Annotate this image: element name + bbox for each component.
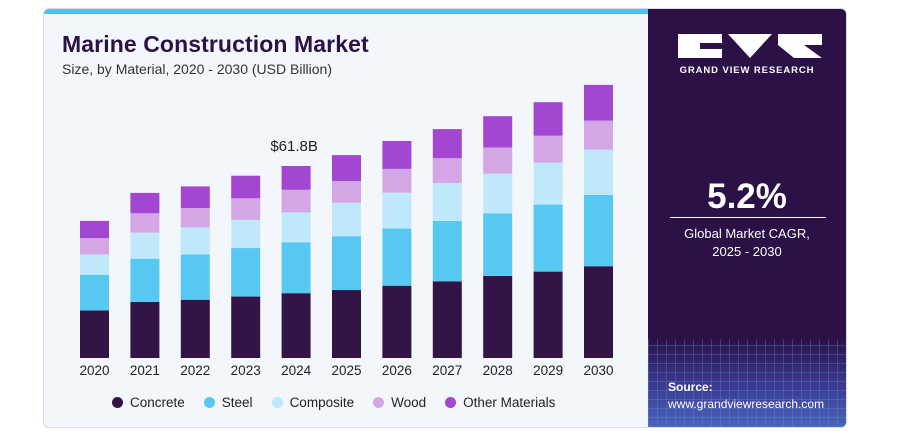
bar-steel-2021 [130,258,160,302]
bar-steel-2025 [332,236,361,291]
brand-name: GRAND VIEW RESEARCH [679,65,815,76]
legend-label-concrete: Concrete [130,394,185,410]
legend-swatch-steel [203,396,215,408]
accent-bar [44,9,648,14]
bar-concrete-2024 [281,293,311,358]
x-tick-label-2026: 2026 [382,363,412,378]
bar-concrete-2027 [432,281,462,358]
x-tick-label-2024: 2024 [281,363,312,378]
bar-concrete-2029 [533,271,563,358]
bar-composite-2028 [483,173,513,214]
stacked-bar-chart: 2020 2021 2022 2023 2024 2025 2026 2027 2028 2029… [79,84,614,378]
legend-swatch-composite [271,396,283,408]
bar-steel-2029 [533,204,563,272]
x-tick-label-2021: 2021 [130,363,160,378]
legend-item-wood: Wood [373,395,426,410]
bar-wood-2027 [432,158,462,183]
cagr-label-line1: Global Market CAGR, [684,226,810,241]
bar-composite-2030 [584,149,613,195]
bar-wood-2021 [130,213,160,233]
source-url[interactable]: www.grandviewresearch.com [668,397,825,411]
bar-steel-2027 [432,220,462,282]
chart-legend: Concrete Steel Composite Wood Other Material… [112,393,574,411]
bar-other-materials-2028 [483,116,513,148]
cagr-value: 5.2% [707,177,787,216]
bar-concrete-2023 [231,296,261,358]
bar-steel-2028 [483,213,513,276]
chart-title: Marine Construction Market [62,31,369,57]
bar-wood-2026 [382,168,412,193]
bar-other-materials-2021 [130,192,160,214]
legend-swatch-other-materials [445,396,457,408]
legend-item-concrete: Concrete [112,395,185,410]
legend-label-composite: Composite [289,394,355,410]
bar-steel-2020 [80,274,109,311]
bar-concrete-2020 [80,310,109,358]
bar-composite-2026 [382,192,412,229]
bar-composite-2021 [130,232,160,259]
chart-card: Marine Construction Market Size, by Mate… [43,8,847,428]
cagr-label-line2: 2025 - 2030 [712,244,782,259]
x-tick-label-2023: 2023 [231,363,261,378]
legend-label-steel: Steel [221,394,253,410]
bar-wood-2020 [80,238,109,255]
legend-item-steel: Steel [203,394,253,410]
bar-steel-2022 [180,254,210,300]
bar-concrete-2030 [584,266,613,358]
legend-item-composite: Composite [271,394,355,410]
x-tick-label-2029: 2029 [533,363,563,378]
bar-steel-2023 [231,248,261,297]
x-tick-label-2027: 2027 [432,363,462,378]
bar-other-materials-2023 [231,175,261,199]
cagr-label: Global Market CAGR, 2025 - 2030 [648,225,846,261]
bar-wood-2028 [483,147,513,174]
bar-other-materials-2020 [80,220,109,239]
bar-other-materials-2025 [332,155,361,182]
bar-concrete-2021 [130,301,160,358]
grid-decoration [648,339,846,427]
bar-concrete-2022 [180,299,210,358]
bar-other-materials-2024 [281,166,311,190]
x-tick-label-2020: 2020 [79,363,109,378]
bar-composite-2024 [281,212,311,243]
grand-view-research-logo-icon [678,34,822,58]
bar-wood-2030 [584,120,613,150]
legend-item-other-materials: Other Materials [445,395,555,410]
bar-composite-2027 [432,183,462,221]
bar-composite-2023 [231,219,261,249]
bar-wood-2025 [332,181,361,203]
bar-composite-2020 [80,254,109,275]
bar-steel-2030 [584,194,613,267]
bar-composite-2025 [332,202,361,237]
x-tick-label-2022: 2022 [180,363,210,378]
bar-other-materials-2029 [533,102,563,136]
cagr-divider [670,217,826,218]
bar-composite-2029 [533,162,563,205]
bar-concrete-2028 [483,276,513,358]
bar-concrete-2026 [382,285,412,358]
x-tick-label-2025: 2025 [331,363,361,378]
bar-steel-2026 [382,228,412,286]
bar-wood-2023 [231,198,261,220]
legend-swatch-concrete [112,396,123,408]
bar-steel-2024 [281,242,311,294]
source-label: Source: [668,380,713,394]
info-panel: GRAND VIEW RESEARCH 5.2% Global Market C… [648,9,846,427]
legend-label-wood: Wood [391,394,427,410]
bar-other-materials-2022 [180,186,210,208]
value-annotation-2024: $61.8B [270,138,318,155]
bar-other-materials-2026 [382,141,412,169]
bar-other-materials-2030 [584,84,613,121]
bar-concrete-2025 [332,290,361,358]
bar-wood-2029 [533,135,563,163]
bar-wood-2024 [281,189,311,213]
legend-label-other-materials: Other Materials [463,394,556,410]
chart-subtitle: Size, by Material, 2020 - 2030 (USD Bill… [62,61,333,77]
bar-composite-2022 [180,227,210,255]
bar-other-materials-2027 [432,129,462,159]
bar-wood-2022 [180,208,210,228]
x-tick-label-2028: 2028 [483,363,513,378]
x-tick-label-2030: 2030 [583,363,613,378]
legend-swatch-wood [373,396,385,408]
